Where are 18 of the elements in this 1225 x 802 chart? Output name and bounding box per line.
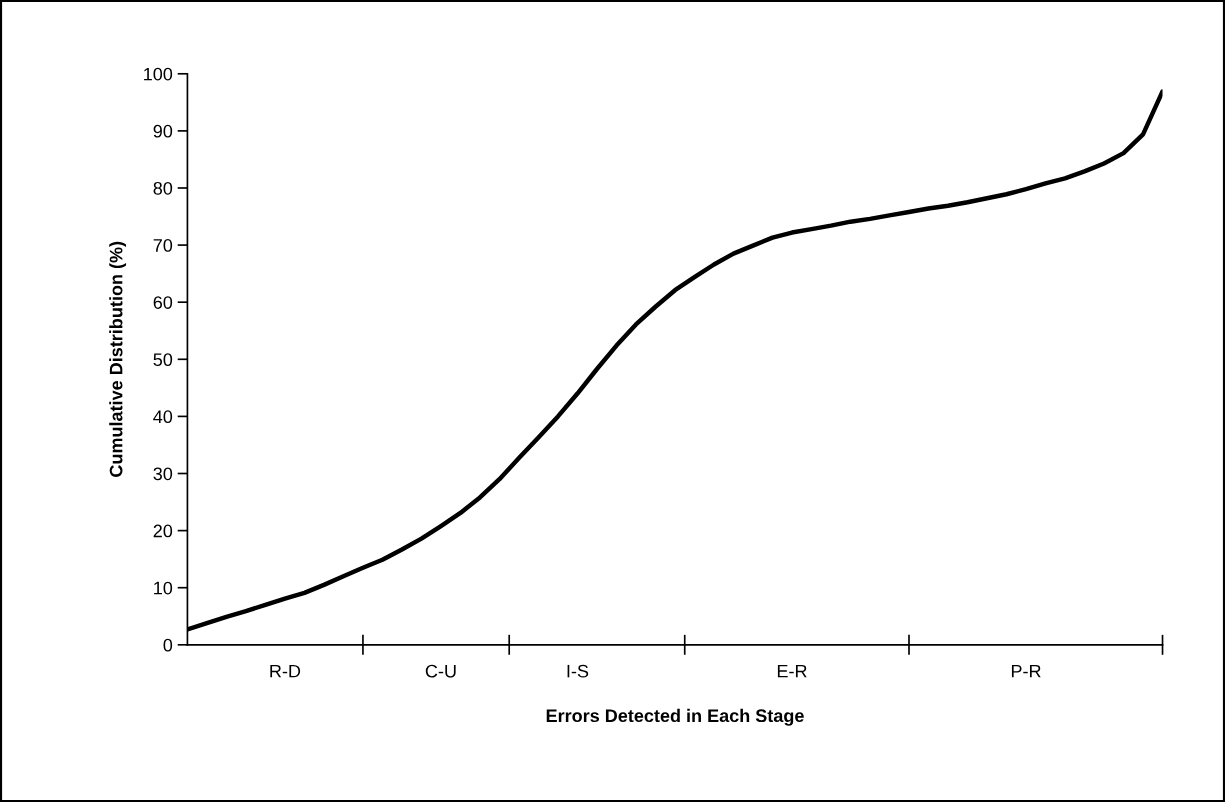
- y-tick-label: 30: [153, 467, 173, 481]
- x-axis-title: Errors Detected in Each Stage: [546, 708, 804, 726]
- y-tick-label: 60: [153, 296, 173, 309]
- y-tick-label: 40: [153, 410, 173, 424]
- x-tick-label: P-R: [1011, 664, 1041, 678]
- y-tick-label: 70: [153, 239, 173, 252]
- y-tick-label: 80: [153, 181, 173, 195]
- y-tick-label: 0: [163, 638, 173, 652]
- x-tick-label: I-S: [567, 664, 589, 678]
- y-tick-label: 50: [153, 353, 173, 367]
- y-axis-title: Cumulative Distribution (%): [109, 241, 127, 477]
- x-tick-label: C-U: [425, 664, 456, 678]
- y-tick-label: 20: [153, 524, 173, 538]
- x-tick-label: R-D: [270, 664, 301, 678]
- y-tick-label: 10: [154, 581, 173, 595]
- x-tick-label: E-R: [777, 664, 807, 678]
- y-tick-label: 100: [144, 67, 173, 81]
- y-tick-label: 90: [153, 124, 173, 138]
